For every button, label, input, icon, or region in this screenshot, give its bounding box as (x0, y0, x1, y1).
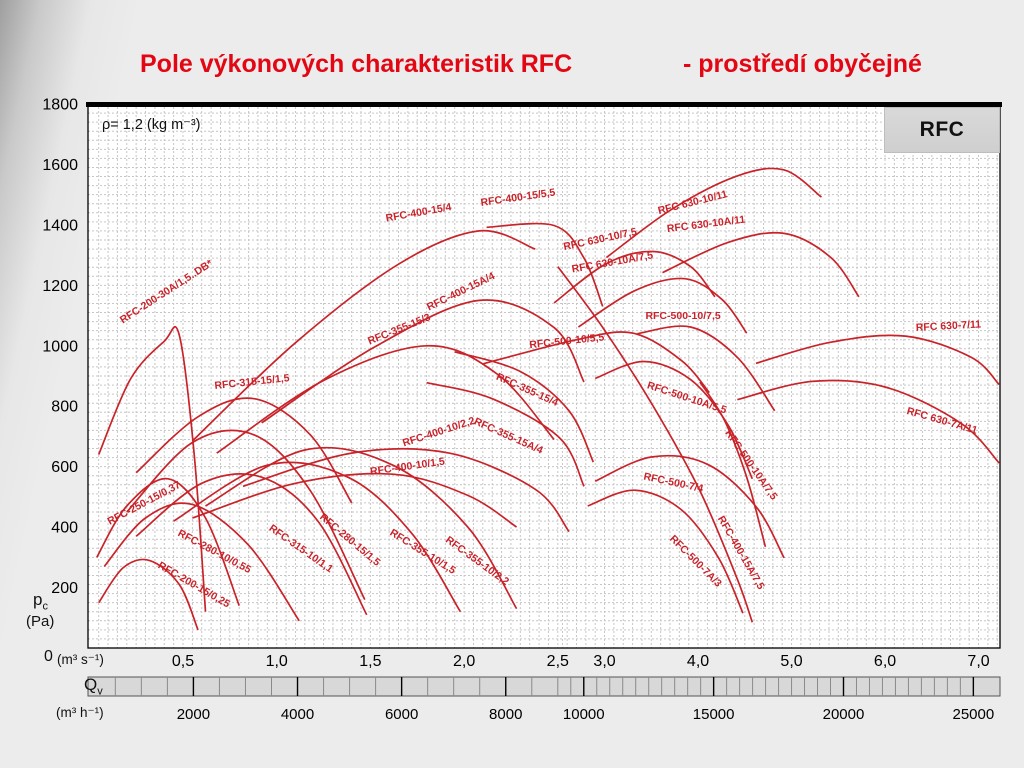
curve-label: RFC 630-7/11 (916, 318, 982, 333)
x-axis-unit-m3s: (m³ s⁻¹) (57, 652, 104, 667)
y-tick-label: 800 (51, 399, 78, 416)
fan-curve (755, 334, 1000, 386)
x-tick-label: 4000 (281, 706, 314, 723)
x-tick-label: 6000 (385, 706, 418, 723)
fan-curve (96, 477, 240, 607)
y-axis-zero-label: 0 (44, 648, 53, 665)
x-tick-label: 1,5 (359, 653, 381, 670)
flow-axis-label: Qv (84, 675, 103, 697)
fan-curve (97, 326, 207, 612)
flow-scale-ticks (114, 677, 975, 696)
fan-curve (426, 381, 585, 487)
x-tick-label: 2000 (177, 706, 210, 723)
fan-curve (482, 331, 710, 394)
x-axis-m3h-labels: 2000 4000 6000 8000 10000 15000 20000 25000 (177, 706, 994, 723)
fan-curve (103, 502, 300, 622)
x-axis-unit-m3h: (m³ h⁻¹) (56, 705, 104, 720)
fan-curve (261, 299, 585, 424)
fan-curve (126, 429, 366, 600)
fan-curve (594, 454, 785, 559)
fan-curve (242, 447, 570, 533)
fan-curve (97, 558, 199, 631)
x-tick-label: 8000 (489, 706, 522, 723)
x-tick-label: 15000 (693, 706, 735, 723)
y-tick-label: 200 (51, 580, 78, 597)
fan-curve (637, 325, 776, 412)
fan-curve (662, 231, 860, 298)
y-tick-label: 400 (51, 520, 78, 537)
curve-label: RFC-500-10/7,5 (645, 310, 720, 322)
x-tick-label: 4,0 (687, 653, 709, 670)
x-tick-label: 0,5 (172, 653, 194, 670)
x-tick-label: 10000 (563, 706, 605, 723)
y-tick-label: 1800 (42, 97, 78, 114)
fan-curve (135, 472, 368, 616)
rfc-series-badge: RFC (884, 107, 1000, 153)
x-tick-label: 1,0 (266, 653, 288, 670)
y-axis-unit: (Pa) (26, 613, 55, 630)
x-tick-label: 5,0 (780, 653, 802, 670)
y-tick-label: 1400 (42, 217, 78, 234)
y-tick-label: 600 (51, 459, 78, 476)
fan-curve (191, 229, 536, 442)
y-axis-label: pc (33, 590, 48, 612)
air-density-annotation: ρ= 1,2 (kg m⁻³) (102, 117, 201, 133)
fan-curve (192, 472, 518, 528)
grid (88, 103, 1000, 648)
fan-curve (135, 397, 353, 504)
page-subtitle: - prostředí obyčejné (683, 50, 922, 78)
x-tick-label: 7,0 (967, 653, 989, 670)
y-tick-label: 1600 (42, 157, 78, 174)
flow-symbol-sub: v (97, 685, 103, 698)
fan-curve (557, 266, 754, 623)
flow-symbol: Q (84, 675, 98, 694)
x-tick-label: 2,5 (547, 653, 569, 670)
fan-curve (205, 446, 518, 610)
x-tick-label: 3,0 (593, 653, 615, 670)
flow-scale-band (87, 676, 1001, 697)
x-tick-label: 20000 (823, 706, 865, 723)
x-tick-label: 2,0 (453, 653, 475, 670)
fan-curve (699, 381, 767, 548)
fan-curve (553, 250, 716, 304)
x-tick-label: 6,0 (874, 653, 896, 670)
y-axis-symbol-sub: c (42, 600, 48, 613)
fan-curve (454, 350, 595, 463)
fan-curve (737, 379, 1000, 464)
x-tick-label: 25000 (952, 706, 994, 723)
fan-curve (173, 461, 462, 613)
fan-curve (486, 222, 604, 307)
fan-curve (216, 344, 555, 454)
y-axis-labels: 200 400 600 800 1000 1200 1400 1600 1800 (42, 97, 78, 598)
fan-curve (605, 167, 823, 259)
y-axis-symbol: p (33, 590, 43, 609)
fan-curve (587, 489, 744, 614)
y-tick-label: 1200 (42, 278, 78, 295)
y-tick-label: 1000 (42, 338, 78, 355)
page-title: Pole výkonových charakteristik RFC (140, 50, 573, 78)
fan-curve (577, 277, 748, 334)
x-axis-m3s-labels: 0,5 1,0 1,5 2,0 2,5 3,0 4,0 5,0 6,0 7,0 (172, 653, 990, 670)
fan-curves (96, 167, 1000, 631)
